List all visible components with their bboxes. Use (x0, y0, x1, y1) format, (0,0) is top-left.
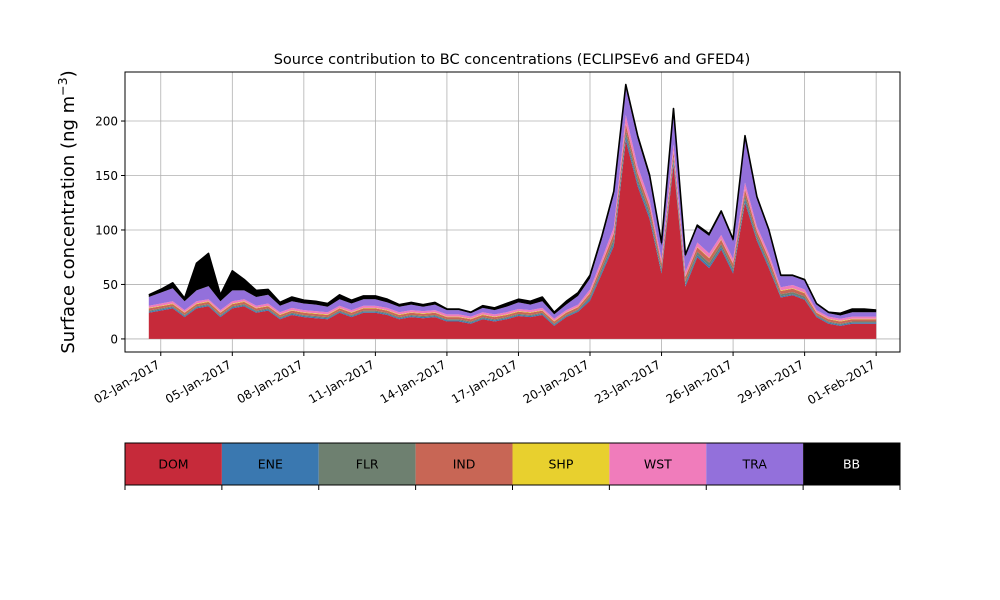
y-axis-label-main: Surface concentration (ng m (58, 96, 79, 354)
y-axis-label-suffix: ) (58, 70, 79, 77)
x-tick-label: 05-Jan-2017 (163, 357, 234, 406)
plot-frame (124, 71, 901, 353)
x-tick-label: 20-Jan-2017 (521, 357, 592, 406)
x-tick-label: 17-Jan-2017 (449, 357, 520, 406)
x-tick-label: 01-Feb-2017 (805, 357, 878, 407)
x-tick-label: 02-Jan-2017 (91, 357, 162, 406)
legend-swatch-flr (318, 443, 416, 485)
legend-swatch-ind (415, 443, 513, 485)
y-axis-label-exponent: −3 (55, 77, 70, 95)
y-tick-label: 50 (103, 278, 118, 292)
area-dom (148, 140, 877, 339)
y-tick-label: 150 (95, 169, 118, 183)
x-tick-label: 08-Jan-2017 (235, 357, 306, 406)
x-tick-label: 11-Jan-2017 (306, 357, 377, 406)
y-tick-label: 100 (95, 223, 118, 237)
legend-swatch-wst (609, 443, 707, 485)
legend-swatch-ene (221, 443, 319, 485)
total-concentration-outline (148, 83, 877, 315)
legend-colorbar: DOM ENE FLR IND SHP WST TRA BB (124, 442, 901, 490)
y-axis-label: Surface concentration (ng m−3) (55, 70, 79, 353)
legend-label-wst: WST (644, 457, 672, 472)
legend-swatch-dom (125, 443, 222, 485)
legend-swatch-tra (706, 443, 804, 485)
x-tick-label: 29-Jan-2017 (735, 357, 806, 406)
x-tick-label: 26-Jan-2017 (664, 357, 735, 406)
y-tick-label: 0 (110, 332, 118, 346)
chart-title: Source contribution to BC concentrations… (274, 52, 751, 68)
x-tick-label: 14-Jan-2017 (378, 357, 449, 406)
legend-label-flr: FLR (356, 457, 379, 472)
legend-swatch-shp (512, 443, 610, 485)
legend-label-shp: SHP (549, 457, 574, 472)
stacked-areas (148, 84, 877, 339)
legend-label-dom: DOM (158, 457, 188, 472)
y-tick-label: 200 (95, 115, 118, 129)
legend-label-tra: TRA (742, 457, 768, 472)
legend-swatch-bb (803, 443, 900, 485)
x-tick-label: 23-Jan-2017 (592, 357, 663, 406)
legend-label-ene: ENE (258, 457, 283, 472)
legend-label-ind: IND (453, 457, 476, 472)
legend-label-bb: BB (843, 457, 860, 472)
